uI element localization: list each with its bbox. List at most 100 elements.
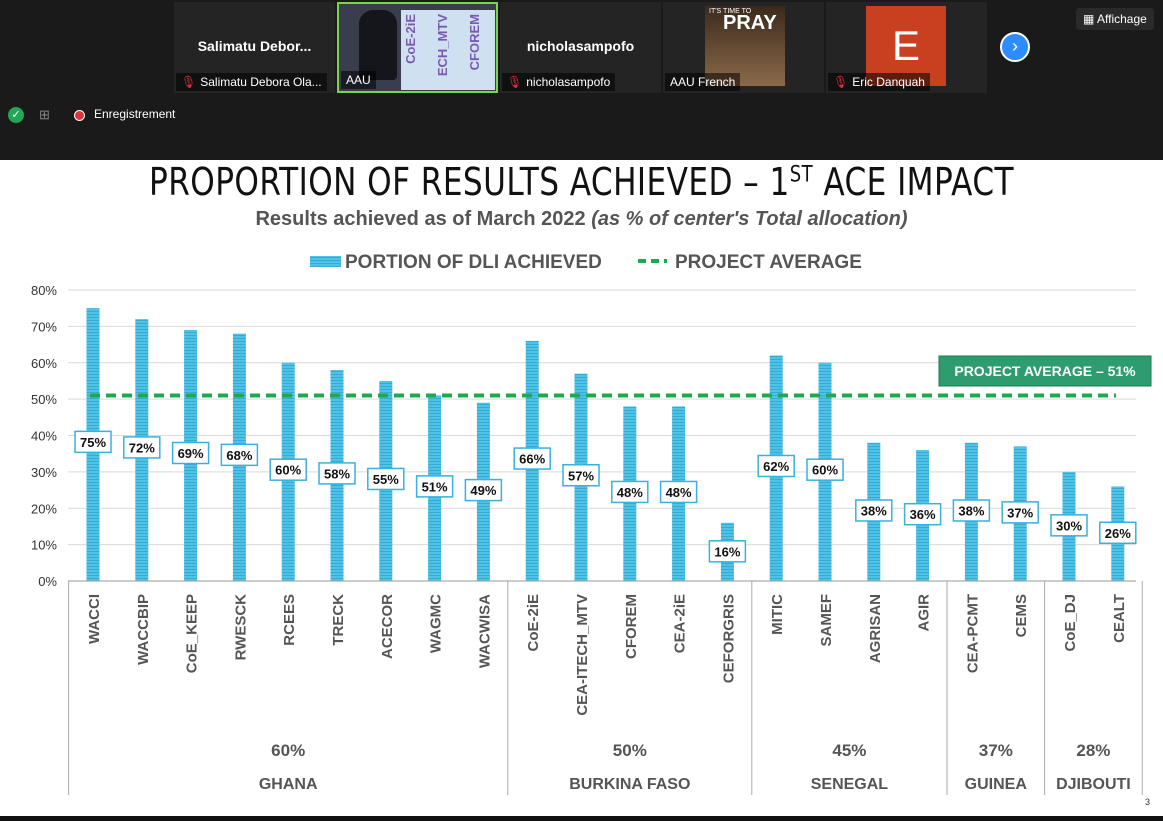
data-label-text: 48%: [666, 485, 692, 500]
slide-subtitle: Results achieved as of March 2022 (as % …: [255, 208, 908, 230]
x-tick-label: AGIR: [916, 594, 933, 632]
x-tick-label: CoE-2iE: [525, 594, 542, 652]
x-tick-label: CoE_KEEP: [184, 594, 201, 673]
participant-label: AAU: [341, 71, 376, 89]
x-tick-label: SAMEF: [818, 594, 835, 647]
next-page-arrow-icon[interactable]: ›: [1000, 32, 1030, 62]
data-label: 38%: [952, 499, 991, 522]
data-label: 69%: [171, 441, 210, 465]
x-tick-label: CFOREM: [623, 594, 640, 659]
mic-muted-icon: 🎙: [833, 75, 849, 89]
data-label: 36%: [903, 502, 942, 526]
x-tick-label: CEMS: [1013, 594, 1030, 637]
view-button[interactable]: ▦ Affichage: [1076, 8, 1154, 30]
y-tick-label: 10%: [31, 538, 57, 553]
data-label-text: 30%: [1056, 518, 1082, 533]
data-label-text: 49%: [470, 483, 496, 498]
x-tick-label: CEA-ITECH_MTV: [574, 594, 591, 716]
data-label-box: [171, 441, 210, 465]
image-text-large: PRAY: [723, 12, 777, 34]
x-tick-label: WACCBIP: [135, 594, 152, 665]
bar-chart: 0% 10% 20% 30% 40% 50% 60% 70% 80% PROJECT AVERA…: [31, 252, 1152, 795]
x-tick-label: CEA-2iE: [672, 594, 689, 653]
x-tick-label: RCEES: [281, 594, 298, 646]
data-label-text: 58%: [324, 466, 350, 481]
data-label-box: [562, 464, 600, 487]
group-average: 50%: [613, 741, 647, 760]
x-tick-label: CEALT: [1111, 594, 1128, 643]
data-label: 51%: [415, 475, 454, 498]
y-tick-label: 0%: [38, 574, 57, 589]
data-label-box: [855, 499, 893, 522]
data-label: 55%: [367, 467, 405, 491]
y-tick-label: 30%: [31, 465, 57, 480]
data-label-box: [708, 540, 747, 563]
x-tick-label: AGRISAN: [867, 594, 884, 663]
slide-page-number: 3: [1145, 797, 1151, 807]
data-label-box: [123, 436, 161, 459]
legend-item-bars: PORTION OF DLI ACHIEVED: [310, 252, 602, 273]
data-label-box: [318, 462, 356, 485]
x-tick-label: MITIC: [769, 594, 786, 635]
participant-tile-5[interactable]: E 🎙 Eric Danquah: [826, 2, 987, 93]
y-tick-label: 40%: [31, 429, 57, 444]
participant-tile-3[interactable]: nicholasampofo 🎙 nicholasampofo: [500, 2, 661, 93]
data-label-text: 51%: [422, 479, 448, 494]
zoom-participant-strip: Salimatu Debor... 🎙 Salimatu Debora Ola..…: [0, 0, 1163, 160]
data-label-text: 60%: [812, 463, 838, 478]
banner-background: CoE-2iE ECH_MTV CFOREM: [401, 10, 495, 90]
data-label-box: [659, 480, 698, 504]
group-average: 28%: [1076, 741, 1110, 760]
data-label-text: 72%: [129, 440, 155, 455]
data-label: 16%: [708, 540, 747, 563]
y-tick-label: 50%: [31, 392, 57, 407]
mic-muted-icon: 🎙: [507, 75, 523, 89]
image-text-small: IT'S TIME TO: [709, 8, 752, 15]
data-label-box: [952, 499, 991, 522]
group-country: DJIBOUTI: [1056, 776, 1131, 793]
group-country: BURKINA FASO: [569, 776, 690, 793]
x-tick-label: TRECK: [330, 594, 347, 646]
legend-item-average: PROJECT AVERAGE: [638, 252, 862, 273]
data-label: 75%: [74, 430, 112, 454]
participant-tile-2[interactable]: CoE-2iE ECH_MTV CFOREM AAU: [337, 2, 498, 93]
mic-muted-icon: 🎙: [181, 75, 197, 89]
data-label: 26%: [1099, 521, 1137, 545]
banner-text-1: CoE-2iE: [403, 14, 418, 64]
slide-title: PROPORTION OF RESULTS ACHIEVED – 1ST ACE…: [149, 160, 1014, 204]
data-label: 57%: [562, 464, 600, 487]
shield-check-icon[interactable]: ✓: [8, 107, 24, 123]
data-label: 72%: [123, 436, 161, 459]
data-label-text: 16%: [714, 544, 740, 559]
participant-tile-4[interactable]: IT'S TIME TO PRAY AAU French: [663, 2, 824, 93]
data-label-box: [513, 447, 551, 470]
legend-swatch-bar: [310, 256, 341, 267]
data-label-text: 60%: [275, 463, 301, 478]
x-tick-label: ACECOR: [379, 594, 396, 659]
callout-box: [938, 355, 1152, 387]
data-label-text: 38%: [861, 504, 887, 519]
data-label-box: [611, 480, 649, 504]
data-label-text: 69%: [178, 446, 204, 461]
data-label-text: 38%: [958, 504, 984, 519]
data-label: 49%: [464, 478, 503, 502]
data-label-box: [464, 478, 503, 502]
grid-view-icon: ▦: [1083, 12, 1098, 26]
participant-label: 🎙 Salimatu Debora Ola...: [176, 73, 327, 91]
data-label-box: [74, 430, 112, 454]
x-tick-label: WACWISA: [476, 594, 493, 668]
data-label-text: 48%: [617, 485, 643, 500]
data-label: 68%: [220, 443, 259, 467]
data-label: 62%: [757, 454, 795, 478]
participant-tile-1[interactable]: Salimatu Debor... 🎙 Salimatu Debora Ola..…: [174, 2, 335, 93]
data-label-box: [1050, 514, 1088, 537]
participant-label: AAU French: [665, 73, 741, 91]
apps-grid-icon[interactable]: ⊞: [39, 107, 50, 122]
avatar: E: [866, 6, 946, 86]
data-label: 37%: [1001, 501, 1039, 524]
callout-text: PROJECT AVERAGE – 51%: [954, 363, 1136, 379]
data-label-text: 68%: [226, 448, 252, 463]
x-tick-label: WAGMC: [428, 594, 445, 653]
participant-name: Salimatu Debor...: [197, 38, 312, 54]
y-tick-label: 70%: [31, 319, 57, 334]
